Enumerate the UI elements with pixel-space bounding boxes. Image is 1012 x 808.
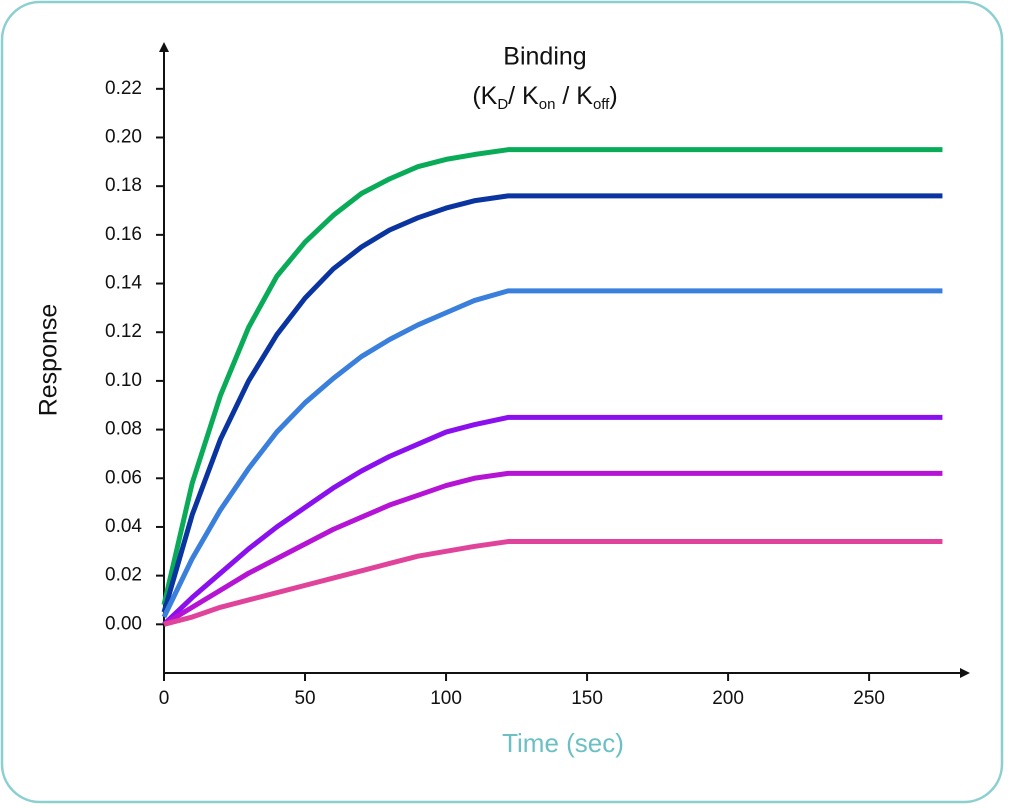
subtitle-part: ) — [609, 82, 617, 110]
y-tick-label: 0.06 — [105, 467, 142, 488]
y-tick-label: 0.22 — [105, 78, 142, 99]
subtitle-subscript: on — [539, 96, 556, 113]
series-line — [161, 147, 943, 606]
y-tick-label: 0.00 — [105, 613, 142, 634]
y-tick-label: 0.16 — [105, 224, 142, 245]
series-line — [161, 288, 943, 619]
chart-title: Binding — [503, 43, 586, 71]
x-tick-label: 50 — [294, 688, 315, 709]
subtitle-subscript: D — [497, 96, 508, 113]
x-tick-label: 100 — [430, 688, 462, 709]
subtitle-subscript: off — [593, 96, 610, 113]
x-tick-label: 0 — [159, 688, 170, 709]
y-axis-label: Response — [35, 304, 63, 417]
series-line — [162, 414, 943, 627]
subtitle-part: / K — [508, 82, 539, 110]
chart-subtitle: (KD/ Kon / Koff) — [472, 82, 617, 113]
series-line — [163, 539, 943, 627]
y-tick-label: 0.18 — [105, 175, 142, 196]
y-tick-label: 0.08 — [105, 419, 142, 440]
y-tick-label: 0.12 — [105, 321, 142, 342]
subtitle-part: (K — [472, 82, 497, 110]
x-axis-arrow — [960, 668, 970, 678]
y-tick-label: 0.04 — [105, 516, 142, 537]
x-tick-label: 150 — [571, 688, 603, 709]
x-tick-label: 200 — [712, 688, 744, 709]
y-tick-label: 0.02 — [105, 565, 142, 586]
series-line — [161, 193, 943, 613]
x-tick-label: 250 — [853, 688, 885, 709]
x-axis-label: Time (sec) — [502, 728, 624, 758]
y-tick-label: 0.10 — [105, 370, 142, 391]
series-line — [162, 470, 943, 627]
y-axis-arrow — [159, 42, 169, 52]
y-tick-label: 0.14 — [105, 273, 142, 294]
y-tick-label: 0.20 — [105, 127, 142, 148]
subtitle-part: / K — [555, 82, 593, 110]
